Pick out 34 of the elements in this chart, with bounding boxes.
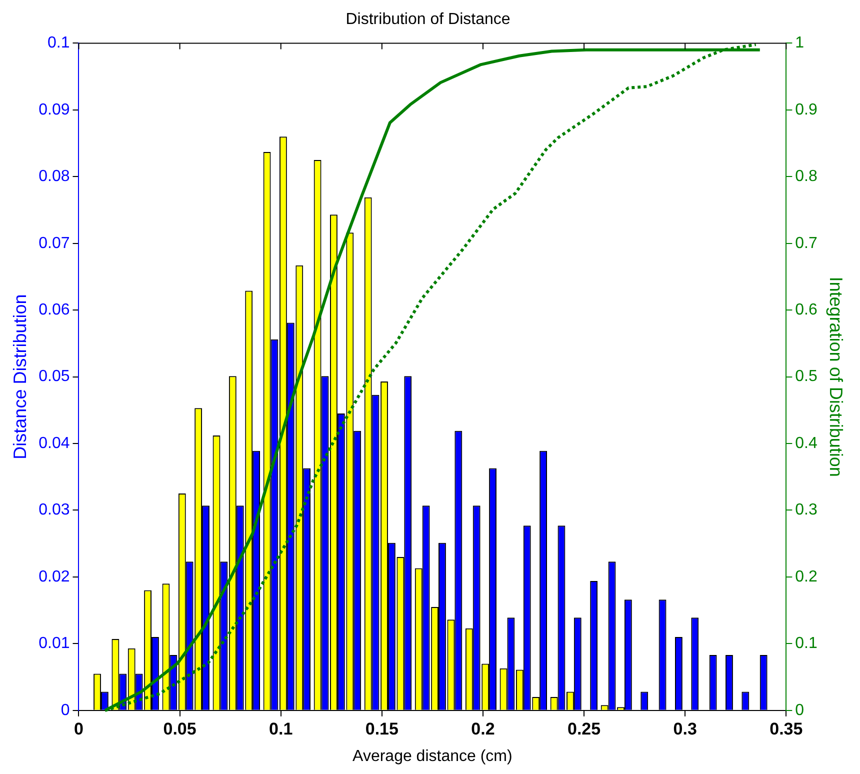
y2-axis-title: Integration of Distribution xyxy=(826,276,846,477)
y2-tick-label: 0 xyxy=(795,702,804,719)
y-tick-label: 0.09 xyxy=(38,101,70,118)
x-tick-label: 0 xyxy=(74,719,84,738)
x-tick-label: 0.05 xyxy=(163,719,196,738)
x-tick-label: 0.3 xyxy=(673,719,697,738)
y-tick-label: 0.06 xyxy=(38,301,70,318)
y2-tick-label: 0.5 xyxy=(795,368,818,386)
y2-tick-label: 0.4 xyxy=(795,434,818,452)
y2-tick-label: 0.3 xyxy=(795,502,818,519)
y2-tick-label: 0.7 xyxy=(795,234,818,252)
y-tick-label: 0 xyxy=(60,702,70,719)
y2-tick-label: 0.8 xyxy=(795,168,818,186)
y-tick-label: 0.07 xyxy=(38,234,70,252)
y-tick-label: 0.02 xyxy=(38,568,70,586)
x-axis-title: Average distance (cm) xyxy=(352,748,512,765)
y-tick-label: 0.04 xyxy=(38,434,70,452)
x-tick-label: 0.25 xyxy=(567,719,601,738)
x-tick-label: 0.35 xyxy=(770,719,803,738)
y-tick-label: 0.03 xyxy=(38,502,70,519)
y-tick-label: 0.05 xyxy=(38,368,70,386)
y-tick-label: 0.1 xyxy=(47,34,70,52)
y-axis-title: Distance Distribution xyxy=(10,294,30,460)
y2-tick-label: 0.2 xyxy=(795,568,818,586)
y2-tick-label: 0.1 xyxy=(795,635,818,652)
x-tick-label: 0.1 xyxy=(269,719,293,738)
x-tick-label: 0.15 xyxy=(365,719,398,738)
y-tick-label: 0.08 xyxy=(38,168,70,186)
x-tick-label: 0.2 xyxy=(471,719,495,738)
y-tick-label: 0.01 xyxy=(38,635,70,652)
chart-title: Distribution of Distance xyxy=(346,11,510,28)
y2-tick-label: 1 xyxy=(795,34,804,52)
y2-tick-label: 0.9 xyxy=(795,101,818,118)
y2-tick-label: 0.6 xyxy=(795,301,818,318)
